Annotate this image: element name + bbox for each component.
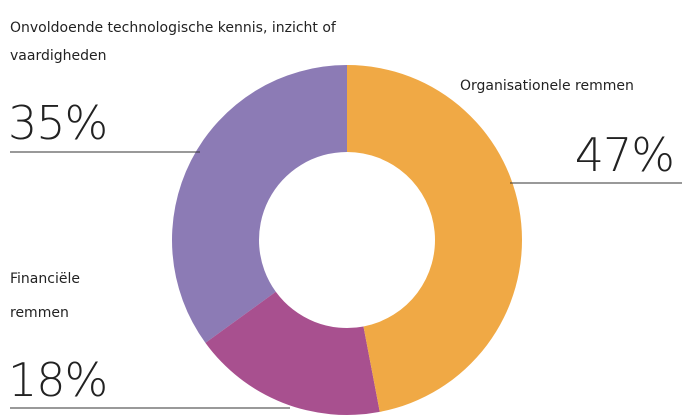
value-label: 18% — [8, 353, 108, 407]
donut-slice — [172, 65, 347, 343]
category-label: Onvoldoende technologische kennis, inzic… — [10, 20, 336, 64]
value-label: 47% — [574, 128, 675, 182]
category-label: Organisationele remmen — [460, 78, 634, 94]
donut-slice — [205, 291, 380, 415]
category-label: Financiële remmen — [10, 271, 80, 321]
donut-slice — [347, 65, 523, 412]
value-label: 35% — [8, 96, 108, 150]
